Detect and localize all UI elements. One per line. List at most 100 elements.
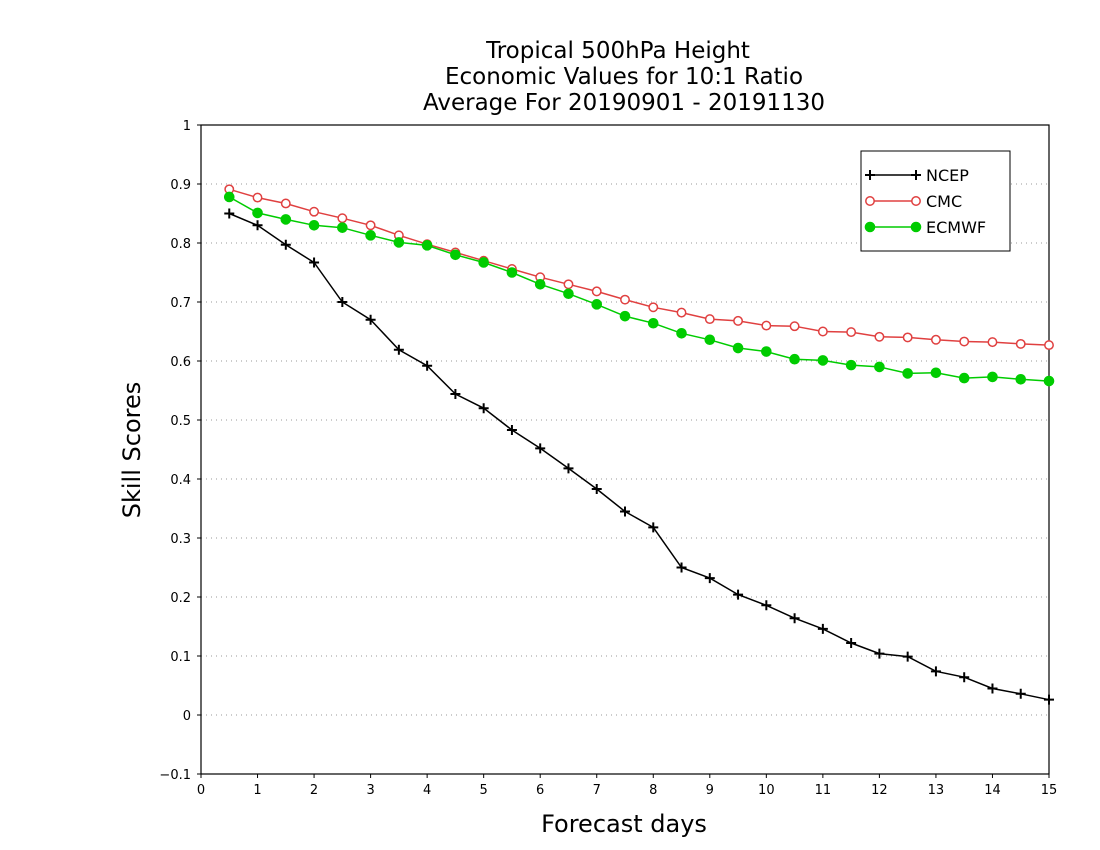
x-tick-label: 13 [928, 783, 945, 798]
data-point-ecmwf [902, 368, 913, 379]
data-point-cmc [902, 332, 913, 343]
series-cmc [224, 184, 1054, 351]
data-point-ncep [563, 463, 574, 474]
x-tick-label: 5 [480, 783, 488, 798]
data-point-ecmwf [789, 353, 800, 365]
data-point-ncep [506, 425, 517, 436]
data-point-cmc [733, 315, 744, 326]
y-axis-label: Skill Scores [118, 382, 146, 519]
data-point-ecmwf [619, 310, 631, 322]
legend-item-cmc: CMC [865, 192, 962, 211]
x-tick-label: 9 [706, 783, 714, 798]
data-point-ncep [846, 638, 857, 649]
data-point-ncep [280, 239, 291, 250]
x-tick-label: 1 [253, 783, 261, 798]
legend-item-ecmwf: ECMWF [864, 218, 986, 237]
x-tick-label: 15 [1041, 783, 1058, 798]
title-line-1: Tropical 500hPa Height [485, 38, 750, 64]
data-point-ncep [733, 589, 744, 600]
x-tick-label: 6 [536, 783, 544, 798]
legend-label-ecmwf: ECMWF [926, 218, 986, 237]
legend-label-ncep: NCEP [926, 166, 969, 185]
data-point-ncep [337, 297, 348, 307]
data-point-cmc [846, 327, 857, 338]
x-tick-label: 10 [758, 783, 775, 798]
data-point-ecmwf [874, 361, 885, 373]
y-tick-label: 0.8 [170, 237, 191, 252]
data-point-ecmwf [534, 279, 546, 290]
data-point-cmc [987, 337, 998, 348]
data-point-ecmwf [676, 327, 687, 339]
y-tick-label: 0.3 [170, 532, 191, 547]
legend-marker-ncep [911, 170, 921, 180]
data-point-cmc [817, 326, 828, 337]
data-point-ncep [874, 648, 885, 659]
data-point-cmc [337, 213, 348, 224]
title-line-3: Average For 20190901 - 20191130 [423, 90, 825, 116]
data-point-ecmwf [450, 249, 461, 261]
legend-marker-cmc [911, 196, 921, 206]
chart-title: Tropical 500hPa Height Economic Values f… [423, 38, 825, 116]
data-point-ncep [761, 600, 772, 611]
data-point-ecmwf [252, 207, 263, 219]
data-point-ncep [365, 314, 376, 325]
x-tick-label: 2 [310, 783, 318, 798]
data-point-ecmwf [393, 237, 405, 248]
data-point-cmc [563, 279, 574, 290]
data-series [223, 184, 1055, 705]
data-point-cmc [761, 320, 772, 331]
x-tick-label: 4 [423, 783, 431, 798]
legend-label-cmc: CMC [926, 192, 962, 211]
data-point-ecmwf [817, 355, 829, 366]
y-tick-label: 0.7 [170, 296, 191, 311]
data-point-ncep [676, 562, 687, 573]
legend-marker-cmc [865, 196, 875, 206]
data-point-cmc [620, 294, 630, 305]
data-point-cmc [789, 321, 800, 332]
data-point-ncep [1015, 688, 1026, 699]
data-point-ecmwf [421, 240, 433, 251]
legend-marker-ncep [865, 170, 875, 180]
data-point-cmc [280, 198, 291, 209]
data-point-ncep [930, 666, 941, 677]
data-point-cmc [648, 302, 659, 313]
data-point-ncep [648, 522, 659, 533]
data-point-ecmwf [732, 342, 744, 354]
data-point-ncep [789, 613, 800, 624]
y-tick-label: 1 [183, 119, 191, 134]
data-point-cmc [704, 314, 715, 325]
data-point-ncep [450, 389, 461, 400]
y-tick-label: −0.1 [159, 768, 191, 783]
data-point-cmc [874, 331, 885, 342]
data-point-ncep [704, 573, 715, 584]
data-point-ecmwf [223, 191, 235, 203]
y-tick-label: 0.6 [170, 355, 191, 370]
legend-marker-ecmwf [910, 221, 922, 233]
series-ecmwf [223, 191, 1055, 387]
data-point-ecmwf [1015, 373, 1027, 385]
data-point-ecmwf [478, 257, 489, 268]
y-tick-label: 0 [183, 709, 191, 724]
data-point-ecmwf [1043, 375, 1055, 387]
data-point-ecmwf [280, 214, 292, 225]
data-point-ncep [535, 443, 546, 454]
x-tick-label: 11 [815, 783, 832, 798]
y-tick-label: 0.1 [170, 650, 191, 665]
x-tick-label: 0 [197, 783, 205, 798]
data-point-ecmwf [563, 288, 574, 300]
series-line-ncep [229, 212, 1050, 701]
y-tick-label: 0.5 [170, 414, 191, 429]
x-tick-label: 7 [593, 783, 601, 798]
series-ncep [224, 208, 1054, 705]
data-point-ncep [620, 506, 630, 517]
data-point-ncep [422, 360, 433, 371]
data-point-ecmwf [987, 371, 998, 383]
data-point-ecmwf [761, 346, 772, 357]
data-point-ecmwf [930, 367, 942, 379]
data-point-cmc [959, 336, 970, 347]
x-axis-label: Forecast days [541, 810, 707, 838]
data-point-ecmwf [647, 317, 659, 329]
data-point-ecmwf [845, 359, 857, 371]
legend: NCEP CMC ECMWF [860, 150, 1011, 252]
